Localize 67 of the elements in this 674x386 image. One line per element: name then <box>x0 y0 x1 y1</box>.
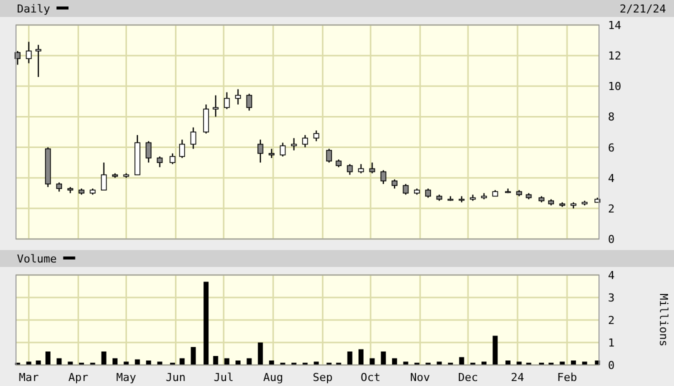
bar <box>380 352 386 365</box>
bar <box>45 352 50 365</box>
x-tick-label: Sep <box>312 371 333 384</box>
y-tick-label: 14 <box>608 19 622 32</box>
candlestick <box>56 182 62 192</box>
y-tick-label: 6 <box>608 141 615 154</box>
x-tick-label: Oct <box>360 371 381 384</box>
bar <box>459 357 464 365</box>
candlestick <box>380 170 386 185</box>
candlestick <box>358 164 364 174</box>
candlestick <box>212 94 219 118</box>
x-tick-label: Dec <box>458 371 478 384</box>
bar <box>213 356 218 365</box>
y-tick-label: 12 <box>608 50 622 63</box>
candlestick <box>179 139 186 159</box>
candlestick <box>425 188 431 198</box>
x-tick-label: Aug <box>263 371 284 384</box>
candlestick <box>35 44 42 78</box>
candlestick <box>235 88 241 106</box>
x-tick-label: Jun <box>166 371 186 384</box>
candlestick <box>291 138 297 151</box>
candlestick <box>26 41 32 64</box>
bar <box>358 349 364 365</box>
bar <box>101 352 106 365</box>
candlestick <box>392 178 398 190</box>
y-tick-label: 4 <box>608 269 615 282</box>
y-tick-label: 1 <box>608 336 615 350</box>
candlestick <box>302 134 308 148</box>
bar <box>190 347 196 365</box>
y-tick-label: 0 <box>608 359 615 372</box>
y-tick-label: 2 <box>608 202 615 216</box>
candlestick <box>224 92 230 110</box>
y-tick-label: 4 <box>608 172 615 185</box>
candlestick <box>280 142 286 158</box>
x-tick-label: Apr <box>68 371 89 384</box>
y-tick-label: 0 <box>608 233 615 246</box>
x-tick-label: Jul <box>214 371 234 384</box>
candlestick <box>246 93 252 112</box>
x-tick-label: 24 <box>510 371 525 384</box>
candlestick <box>156 156 163 168</box>
candlestick <box>146 140 152 164</box>
chart-title: Volume <box>17 252 57 266</box>
candlestick <box>313 130 320 142</box>
candlestick <box>346 164 353 176</box>
y-tick-label: 3 <box>608 292 615 304</box>
candlestick <box>268 148 274 159</box>
text: 2/21/24 <box>620 2 666 16</box>
candlestick <box>326 148 332 164</box>
candlestick <box>203 104 209 134</box>
y-tick-label: 2 <box>608 314 615 327</box>
x-tick-label: Nov <box>410 371 430 384</box>
bar <box>347 352 352 365</box>
x-tick-label: May <box>116 371 137 384</box>
candlestick <box>100 162 107 191</box>
chart-title: Daily <box>17 2 50 16</box>
candlestick <box>190 126 196 150</box>
bar <box>492 336 498 365</box>
bar <box>204 282 209 365</box>
y-tick-label: 10 <box>608 80 622 94</box>
y-axis-title: Millions <box>657 294 670 346</box>
candlestick <box>402 183 409 196</box>
y-tick-label: 8 <box>608 110 615 124</box>
candlestick <box>170 152 176 165</box>
bar <box>258 342 263 365</box>
x-tick-label: Feb <box>557 371 577 384</box>
candlestick <box>257 139 264 164</box>
x-tick-label: Mar <box>18 371 40 384</box>
